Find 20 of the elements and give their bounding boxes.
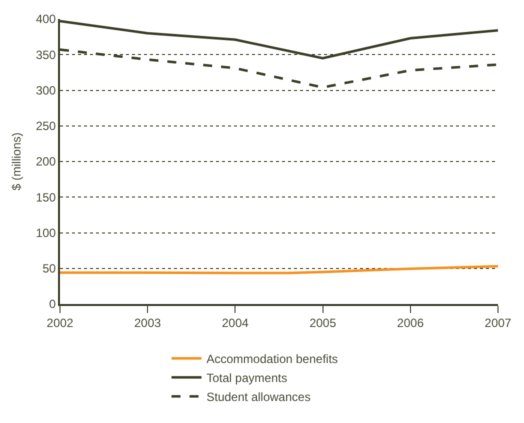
x-tick-label: 2006 bbox=[397, 316, 424, 330]
y-tick-label: 0 bbox=[49, 297, 56, 312]
y-tick-label: 50 bbox=[42, 262, 56, 276]
x-tick-label: 2007 bbox=[484, 316, 512, 330]
y-tick-label: 150 bbox=[36, 190, 56, 204]
y-tick-label: 350 bbox=[36, 48, 56, 62]
legend-label: Total payments bbox=[206, 371, 288, 386]
x-tick-label: 2005 bbox=[309, 316, 336, 330]
y-axis-title: $ (millions) bbox=[10, 132, 24, 191]
y-tick-label: 300 bbox=[36, 83, 56, 98]
legend-label: Student allowances bbox=[206, 390, 311, 404]
x-tick-label: 2004 bbox=[222, 316, 249, 330]
y-tick-label: 400 bbox=[36, 12, 56, 26]
y-tick-label: 100 bbox=[36, 226, 56, 240]
legend-label: Accommodation benefits bbox=[206, 352, 338, 366]
x-tick-label: 2003 bbox=[134, 316, 162, 330]
line-series bbox=[60, 264, 498, 274]
y-tick-label: 200 bbox=[36, 154, 56, 169]
x-tick-label: 2002 bbox=[46, 316, 74, 330]
y-tick-label: 250 bbox=[36, 119, 56, 134]
